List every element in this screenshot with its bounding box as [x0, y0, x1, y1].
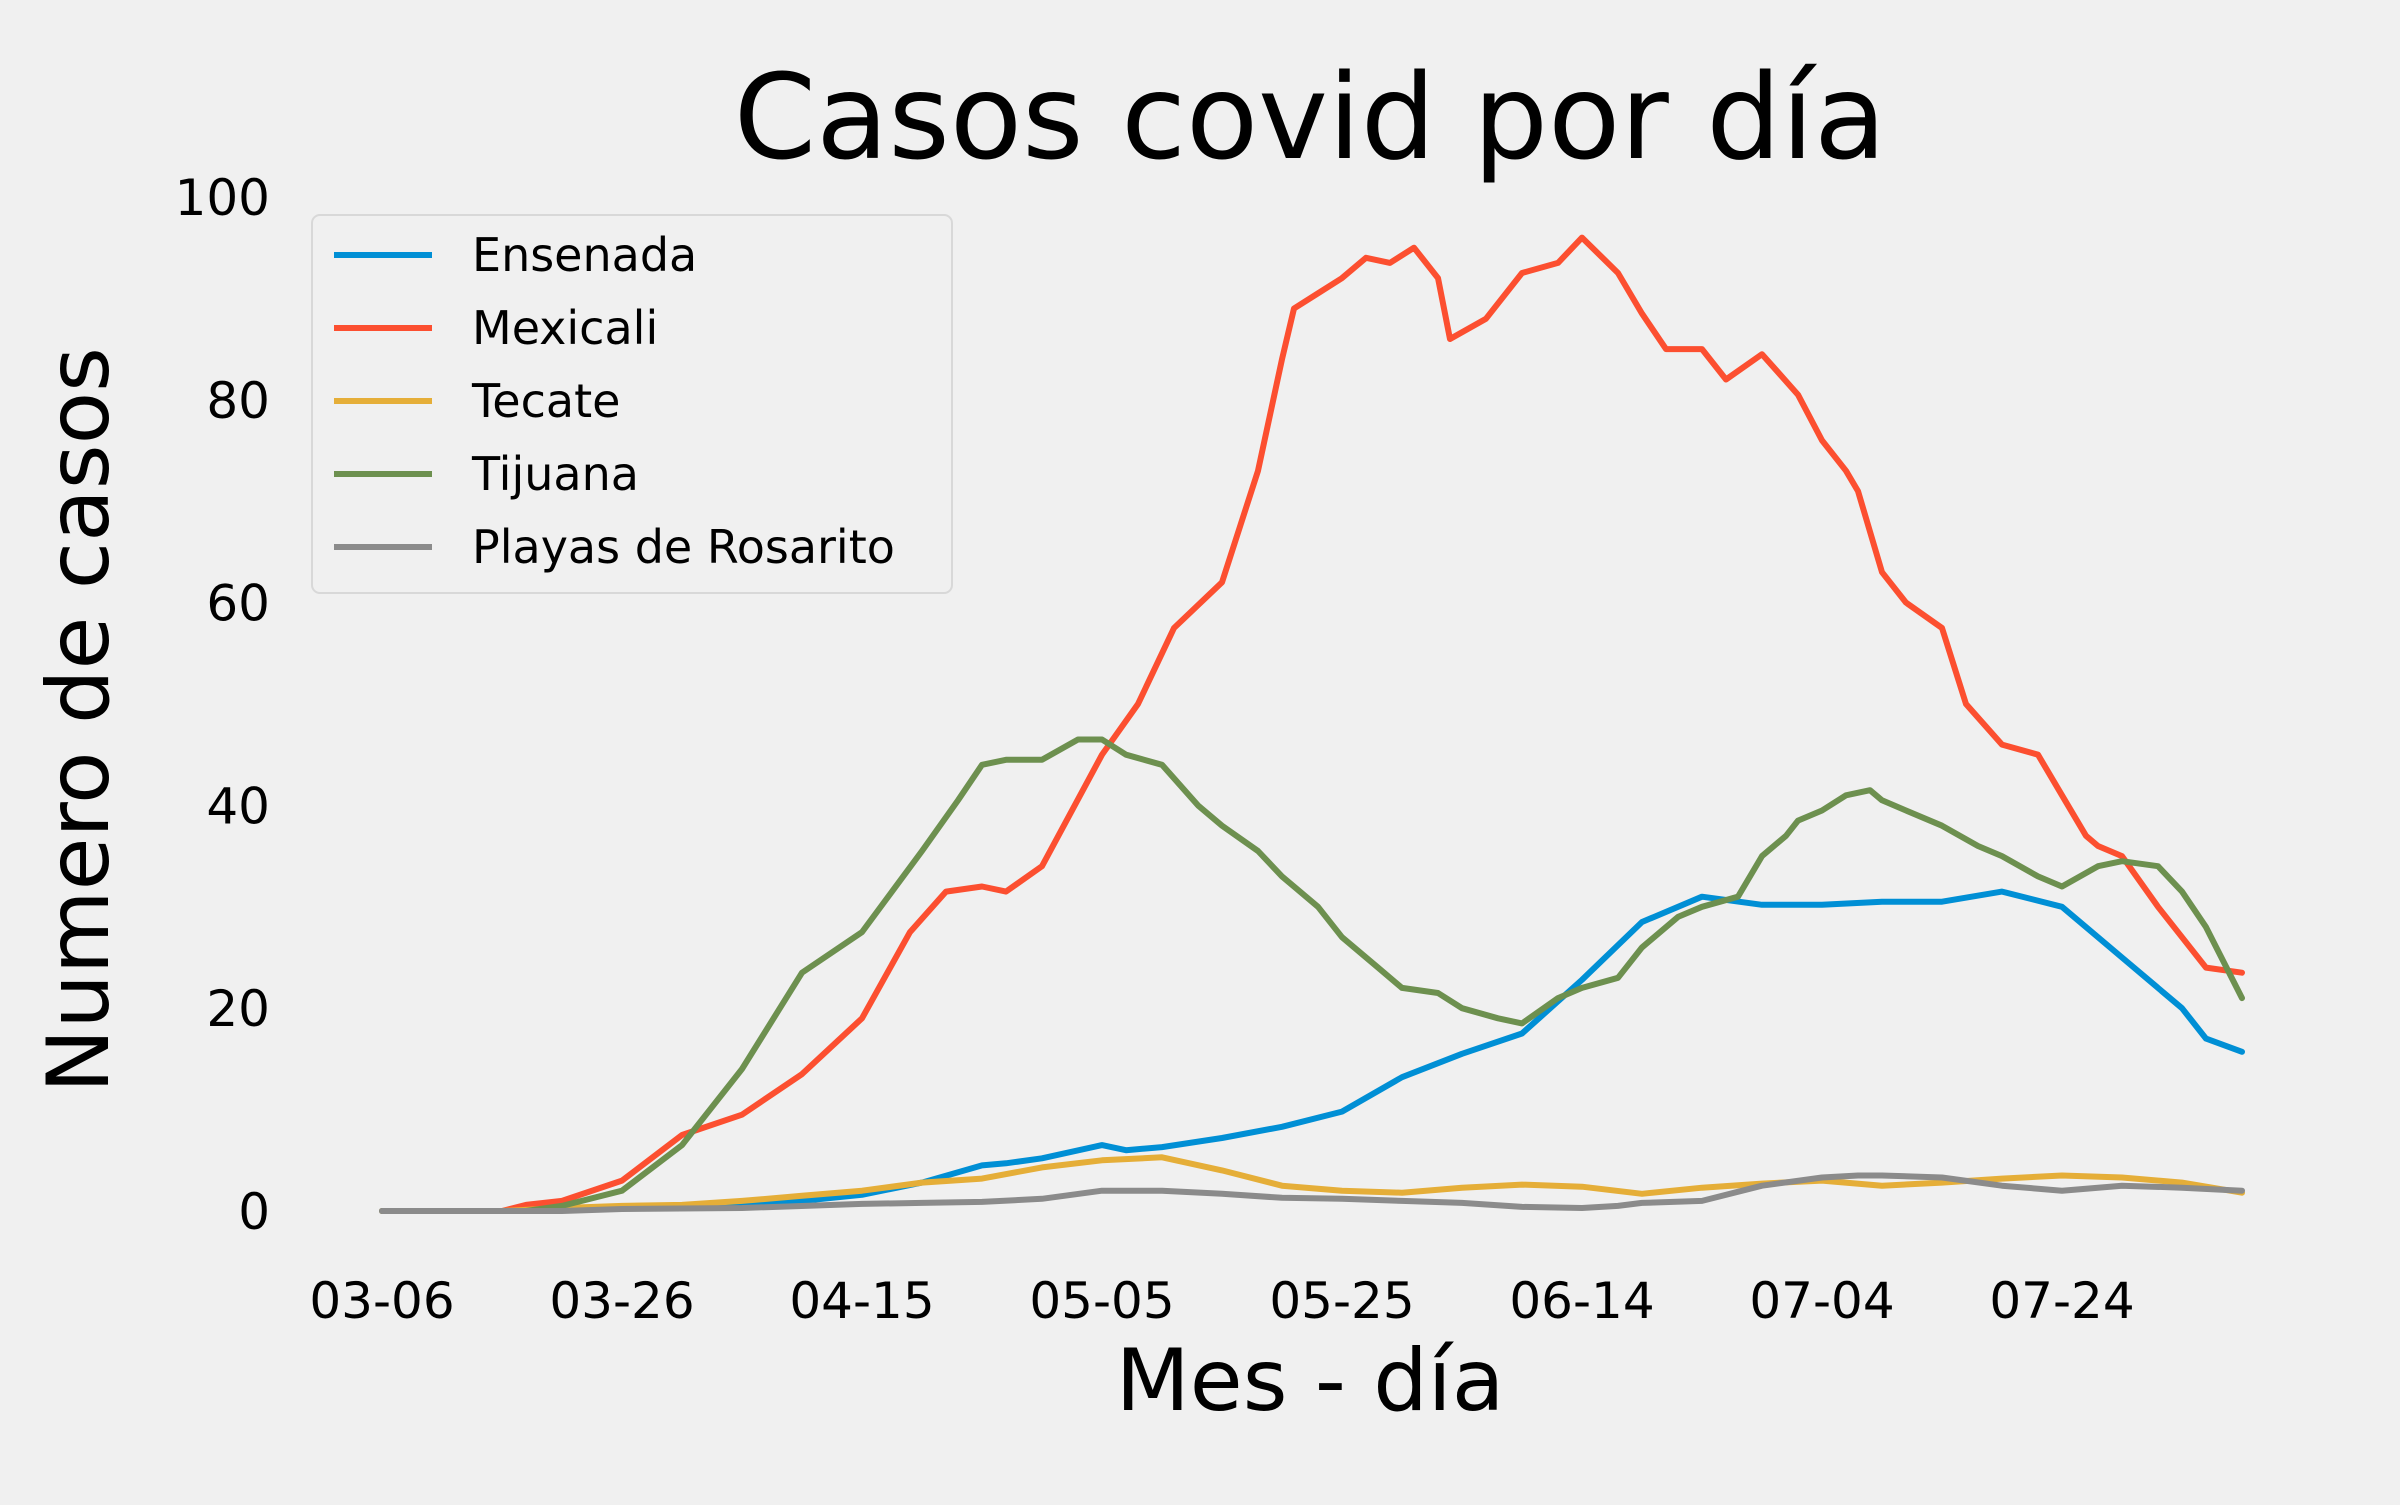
y-tick-label: 40 [206, 777, 270, 835]
series-line-mexicali [379, 234, 2245, 1214]
legend-label: Tijuana [471, 447, 639, 501]
chart-title: Casos covid por día [734, 48, 1887, 186]
y-axis-ticks: 0 20 40 60 80 100 [175, 169, 270, 1241]
y-tick-label: 0 [238, 1183, 270, 1241]
x-axis-ticks: 03-06 03-26 04-15 05-05 05-25 06-14 07-04 07-24 [309, 1272, 2134, 1330]
x-tick-label: 05-25 [1269, 1272, 1414, 1330]
x-axis-label: Mes - día [1116, 1331, 1505, 1431]
legend-label: Tecate [471, 374, 620, 428]
legend-label: Mexicali [472, 301, 658, 355]
x-tick-label: 03-26 [549, 1272, 694, 1330]
y-tick-label: 20 [206, 980, 270, 1038]
x-tick-label: 04-15 [789, 1272, 934, 1330]
series-lines [379, 234, 2245, 1214]
legend-label: Playas de Rosarito [472, 520, 895, 574]
legend-box [311, 214, 953, 594]
series-line-tecate [379, 1154, 2245, 1214]
series-line-tijuana [379, 736, 2245, 1214]
x-tick-label: 07-24 [1989, 1272, 2134, 1330]
series-line-playas-de-rosarito [379, 1172, 2245, 1214]
legend: Ensenada Mexicali Tecate Tijuana Playas de R… [311, 214, 953, 594]
x-tick-label: 05-05 [1029, 1272, 1174, 1330]
y-tick-label: 60 [206, 575, 270, 633]
y-axis-label: Numero de casos [29, 347, 129, 1093]
y-tick-label: 80 [206, 372, 270, 430]
y-tick-label: 100 [175, 169, 270, 227]
legend-label: Ensenada [472, 228, 697, 282]
x-tick-label: 03-06 [309, 1272, 454, 1330]
x-tick-label: 06-14 [1509, 1272, 1654, 1330]
x-tick-label: 07-04 [1749, 1272, 1894, 1330]
